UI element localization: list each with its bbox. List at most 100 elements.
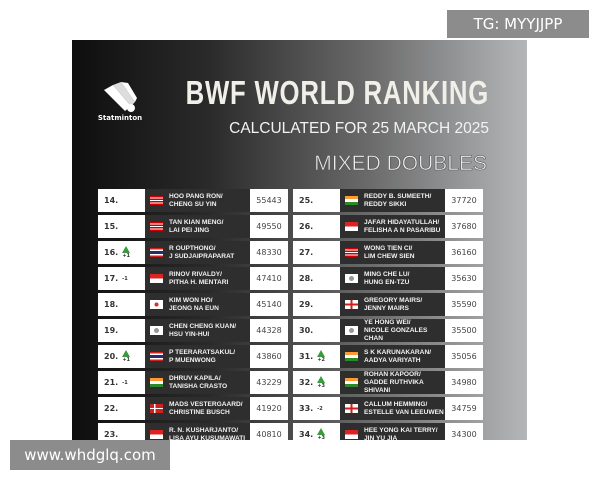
rank-cell: 14. (98, 189, 145, 212)
rank-change: +3 (317, 376, 326, 389)
rank-cell: 16. +1 (98, 241, 145, 264)
rank-cell: 26. (293, 215, 340, 238)
rank-change: -1 (122, 276, 128, 282)
player-1-name: MADS VESTERGAARD/ (169, 400, 243, 408)
arrow-up-icon (317, 376, 326, 383)
points-cell: 35630 (445, 267, 483, 290)
player-2-name: HUNG EN-TZU (364, 278, 410, 286)
tg-overlay: TG: MYYJJPP (447, 10, 589, 38)
arrow-up-icon (122, 350, 131, 357)
rank-change: -2 (317, 406, 323, 412)
rank-change-value: +3 (317, 383, 325, 389)
points-cell: 41920 (250, 397, 288, 420)
player-1-name: S K KARUNAKARAN/ (364, 348, 432, 356)
pair-cell: TAN KIAN MENG/LAI PEI JING (145, 215, 250, 238)
points-cell: 47410 (250, 267, 288, 290)
rank-cell: 19. (98, 319, 145, 342)
rank-change-value: +1 (122, 253, 130, 259)
player-2-name: LAI PEI JING (169, 226, 210, 234)
pair-cell: MING CHE LU/HUNG EN-TZU (340, 267, 445, 290)
rank-number: 26. (299, 222, 314, 231)
rank-number: 33. (299, 404, 314, 413)
ranking-row: 19. CHEN CHENG KUAN/HSU YIN-HUI 44328 (98, 319, 288, 342)
rank-number: 32. (299, 378, 314, 387)
arrow-up-icon (317, 350, 326, 357)
player-1-name: R. N. KUSHARJANTO/ (169, 426, 239, 434)
ranking-row: 29. GREGORY MAIRS/JENNY MAIRS 35590 (293, 293, 483, 316)
pair-cell: RINOV RIVALDY/PITHA H. MENTARI (145, 267, 250, 290)
rank-cell: 17. -1 (98, 267, 145, 290)
flag-india-icon (345, 352, 358, 361)
player-2-name: JEONG NA EUN (169, 304, 219, 312)
player-2-name: PITHA H. MENTARI (169, 278, 229, 286)
rank-number: 30. (299, 326, 314, 335)
player-2-name: FELISHA A N PASARIBU (364, 226, 441, 234)
player-2-name: JIN YU JIA (364, 434, 398, 441)
rank-change: -1 (122, 380, 128, 386)
player-1-name: DHRUV KAPILA/ (169, 374, 221, 382)
player-2-name: REDDY SIKKI (364, 200, 407, 208)
rank-cell: 30. (293, 319, 340, 342)
flag-india-icon (345, 378, 358, 387)
points-cell: 43860 (250, 345, 288, 368)
rank-number: 20. (104, 352, 119, 361)
rank-change-value: +3 (317, 435, 325, 440)
player-1-name: P TEERARATSAKUL/ (169, 348, 236, 356)
ranking-row: 20. +1 P TEERARATSAKUL/P MUENWONG 43860 (98, 345, 288, 368)
pair-cell: R. N. KUSHARJANTO/LISA AYU KUSUMAWATI (145, 423, 250, 440)
player-1-name: YE HONG WEI/ (364, 318, 411, 326)
arrow-up-icon (317, 428, 326, 435)
ranking-row: 33. -2 CALLUM HEMMING/ESTELLE VAN LEEUWEN… (293, 397, 483, 420)
pair-cell: REDDY B. SUMEETH/REDDY SIKKI (340, 189, 445, 212)
pair-cell: MADS VESTERGAARD/CHRISTINE BUSCH (145, 397, 250, 420)
flag-malaysia-icon (150, 222, 163, 231)
rank-number: 16. (104, 248, 119, 257)
flag-indonesia-icon (150, 430, 163, 439)
ranking-row: 30. YE HONG WEI/NICOLE GONZALES CHAN 355… (293, 319, 483, 342)
player-1-name: GREGORY MAIRS/ (364, 296, 423, 304)
pair-cell: ROHAN KAPOOR/GADDE RUTHVIKA SHIVANI (340, 371, 445, 394)
ranking-row: 23. R. N. KUSHARJANTO/LISA AYU KUSUMAWAT… (98, 423, 288, 440)
points-cell: 48330 (250, 241, 288, 264)
rank-cell: 28. (293, 267, 340, 290)
pair-cell: KIM WON HO/JEONG NA EUN (145, 293, 250, 316)
player-1-name: JAFAR HIDAYATULLAH/ (364, 218, 440, 226)
rank-cell: 21. -1 (98, 371, 145, 394)
player-1-name: HEE YONG KAI TERRY/ (364, 426, 438, 434)
rank-number: 28. (299, 274, 314, 283)
player-2-name: CHENG SU YIN (169, 200, 217, 208)
pair-cell: S K KARUNAKARAN/AADYA VARIYATH (340, 345, 445, 368)
page-title: BWF WORLD RANKING (185, 74, 489, 111)
points-cell: 45140 (250, 293, 288, 316)
player-1-name: REDDY B. SUMEETH/ (364, 192, 432, 200)
rank-cell: 23. (98, 423, 145, 440)
flag-malaysia-icon (345, 248, 358, 257)
rank-number: 29. (299, 300, 314, 309)
rank-cell: 22. (98, 397, 145, 420)
rank-change: +1 (122, 246, 131, 259)
ranking-row: 22. MADS VESTERGAARD/CHRISTINE BUSCH 419… (98, 397, 288, 420)
player-1-name: CALLUM HEMMING/ (364, 400, 428, 408)
flag-indonesia-icon (345, 222, 358, 231)
ranking-row: 28. MING CHE LU/HUNG EN-TZU 35630 (293, 267, 483, 290)
points-cell: 35500 (445, 319, 483, 342)
rank-number: 23. (104, 430, 119, 439)
flag-denmark-icon (150, 404, 163, 413)
rank-cell: 15. (98, 215, 145, 238)
flag-chinese-taipei-icon (345, 274, 358, 283)
rank-number: 19. (104, 326, 119, 335)
rank-change-value: +2 (317, 357, 325, 363)
rank-number: 25. (299, 196, 314, 205)
ranking-row: 25. REDDY B. SUMEETH/REDDY SIKKI 37720 (293, 189, 483, 212)
player-2-name: P MUENWONG (169, 356, 216, 364)
rank-cell: 18. (98, 293, 145, 316)
ranking-row: 26. JAFAR HIDAYATULLAH/FELISHA A N PASAR… (293, 215, 483, 238)
rank-number: 21. (104, 378, 119, 387)
pair-cell: HEE YONG KAI TERRY/JIN YU JIA (340, 423, 445, 440)
points-cell: 34980 (445, 371, 483, 394)
points-cell: 55443 (250, 189, 288, 212)
rank-number: 17. (104, 274, 119, 283)
ranking-row: 32. +3 ROHAN KAPOOR/GADDE RUTHVIKA SHIVAN… (293, 371, 483, 394)
player-1-name: RINOV RIVALDY/ (169, 270, 222, 278)
flag-singapore-icon (345, 430, 358, 439)
